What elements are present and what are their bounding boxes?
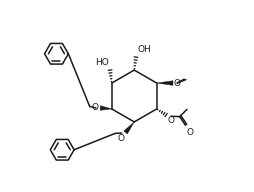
Polygon shape — [100, 106, 111, 110]
Text: O: O — [173, 79, 180, 88]
Polygon shape — [156, 81, 172, 85]
Polygon shape — [123, 122, 134, 134]
Text: O: O — [117, 134, 124, 143]
Text: HO: HO — [95, 58, 108, 67]
Text: O: O — [185, 128, 193, 137]
Text: O: O — [167, 116, 174, 125]
Text: OH: OH — [137, 45, 151, 54]
Text: O: O — [91, 103, 98, 113]
